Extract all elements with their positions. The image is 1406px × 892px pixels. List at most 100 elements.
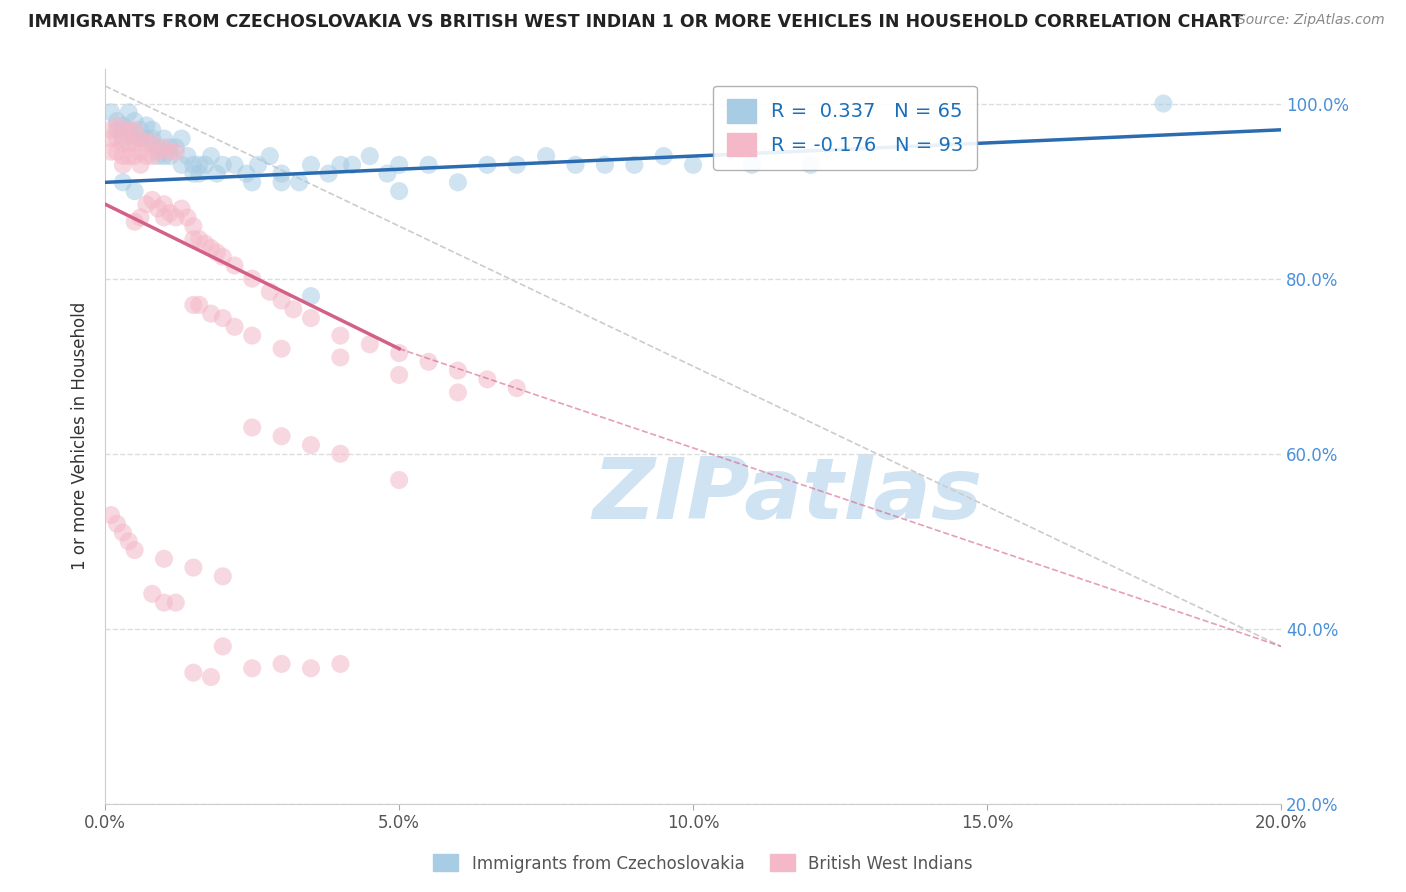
Point bbox=[682, 158, 704, 172]
Point bbox=[211, 311, 233, 326]
Point bbox=[329, 657, 352, 671]
Point bbox=[141, 193, 163, 207]
Point bbox=[247, 158, 270, 172]
Point bbox=[188, 298, 211, 312]
Point bbox=[129, 211, 152, 225]
Point bbox=[124, 543, 146, 558]
Point bbox=[205, 167, 228, 181]
Point bbox=[159, 149, 181, 163]
Point bbox=[111, 131, 134, 145]
Legend: R =  0.337   N = 65, R = -0.176   N = 93: R = 0.337 N = 65, R = -0.176 N = 93 bbox=[713, 86, 977, 170]
Point bbox=[153, 197, 176, 211]
Point bbox=[283, 302, 305, 317]
Point bbox=[183, 665, 205, 680]
Text: Source: ZipAtlas.com: Source: ZipAtlas.com bbox=[1237, 13, 1385, 28]
Point bbox=[270, 657, 292, 671]
Point bbox=[593, 158, 616, 172]
Point bbox=[329, 328, 352, 343]
Point bbox=[105, 114, 128, 128]
Point bbox=[105, 119, 128, 133]
Point bbox=[741, 158, 763, 172]
Point bbox=[141, 149, 163, 163]
Point bbox=[299, 289, 322, 303]
Point bbox=[111, 175, 134, 189]
Point bbox=[506, 158, 529, 172]
Point bbox=[135, 119, 157, 133]
Point bbox=[1152, 96, 1174, 111]
Point bbox=[800, 158, 823, 172]
Text: ZIPatlas: ZIPatlas bbox=[592, 454, 983, 537]
Point bbox=[111, 149, 134, 163]
Point bbox=[299, 661, 322, 675]
Point bbox=[224, 158, 246, 172]
Point bbox=[388, 368, 411, 382]
Point bbox=[170, 158, 193, 172]
Point bbox=[329, 158, 352, 172]
Point bbox=[259, 285, 281, 299]
Point bbox=[388, 184, 411, 198]
Point bbox=[141, 136, 163, 150]
Point bbox=[388, 158, 411, 172]
Point bbox=[118, 534, 141, 549]
Legend: Immigrants from Czechoslovakia, British West Indians: Immigrants from Czechoslovakia, British … bbox=[427, 847, 979, 880]
Point bbox=[183, 560, 205, 574]
Point bbox=[534, 149, 557, 163]
Point bbox=[124, 123, 146, 137]
Point bbox=[200, 670, 222, 684]
Point bbox=[118, 123, 141, 137]
Point bbox=[270, 293, 292, 308]
Point bbox=[447, 385, 470, 400]
Point bbox=[299, 158, 322, 172]
Point bbox=[299, 438, 322, 452]
Point bbox=[240, 420, 263, 434]
Point bbox=[124, 184, 146, 198]
Point bbox=[135, 197, 157, 211]
Point bbox=[211, 250, 233, 264]
Point bbox=[183, 158, 205, 172]
Point bbox=[240, 328, 263, 343]
Point bbox=[105, 516, 128, 531]
Point bbox=[124, 149, 146, 163]
Point bbox=[141, 587, 163, 601]
Point bbox=[183, 298, 205, 312]
Point bbox=[183, 219, 205, 233]
Point bbox=[359, 149, 381, 163]
Point bbox=[240, 271, 263, 285]
Point bbox=[124, 215, 146, 229]
Point bbox=[200, 241, 222, 255]
Point bbox=[165, 211, 187, 225]
Y-axis label: 1 or more Vehicles in Household: 1 or more Vehicles in Household bbox=[72, 302, 89, 570]
Point bbox=[146, 149, 169, 163]
Point bbox=[183, 232, 205, 246]
Point bbox=[299, 311, 322, 326]
Point bbox=[129, 123, 152, 137]
Point bbox=[506, 381, 529, 395]
Point bbox=[447, 175, 470, 189]
Point bbox=[188, 167, 211, 181]
Point bbox=[388, 473, 411, 487]
Point bbox=[159, 140, 181, 154]
Point bbox=[240, 175, 263, 189]
Point bbox=[153, 551, 176, 566]
Point bbox=[270, 429, 292, 443]
Point bbox=[111, 525, 134, 540]
Point bbox=[340, 158, 363, 172]
Point bbox=[418, 158, 440, 172]
Point bbox=[124, 136, 146, 150]
Point bbox=[129, 131, 152, 145]
Point bbox=[153, 211, 176, 225]
Point bbox=[240, 661, 263, 675]
Point bbox=[188, 232, 211, 246]
Point bbox=[111, 158, 134, 172]
Point bbox=[153, 596, 176, 610]
Point bbox=[165, 596, 187, 610]
Point bbox=[105, 123, 128, 137]
Point bbox=[329, 447, 352, 461]
Point bbox=[318, 167, 340, 181]
Point bbox=[153, 149, 176, 163]
Point bbox=[111, 123, 134, 137]
Point bbox=[153, 131, 176, 145]
Point bbox=[135, 131, 157, 145]
Point bbox=[165, 140, 187, 154]
Point bbox=[129, 158, 152, 172]
